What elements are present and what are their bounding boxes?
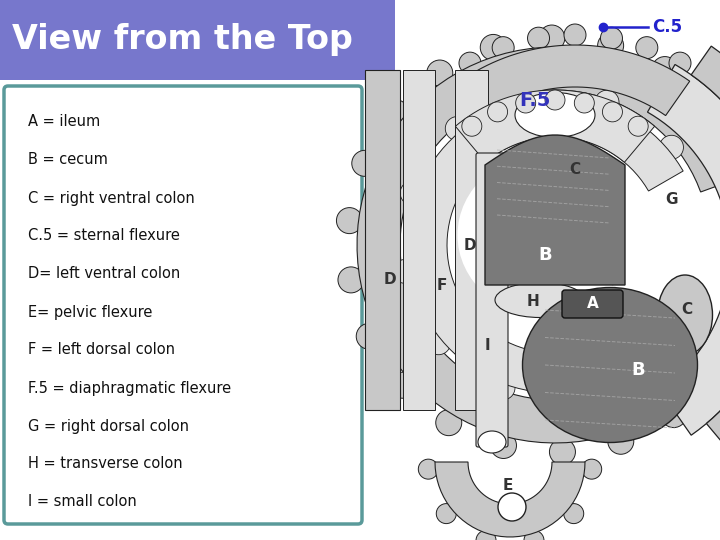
Circle shape bbox=[400, 181, 424, 205]
Circle shape bbox=[600, 27, 623, 49]
Circle shape bbox=[697, 95, 720, 121]
Circle shape bbox=[660, 136, 683, 159]
FancyBboxPatch shape bbox=[476, 153, 508, 447]
Text: C: C bbox=[570, 163, 580, 178]
Text: H = transverse colon: H = transverse colon bbox=[28, 456, 183, 471]
Circle shape bbox=[356, 323, 382, 349]
Text: I = small colon: I = small colon bbox=[28, 495, 137, 510]
Polygon shape bbox=[403, 70, 435, 410]
Ellipse shape bbox=[495, 282, 585, 318]
Text: D= left ventral colon: D= left ventral colon bbox=[28, 267, 180, 281]
Circle shape bbox=[570, 383, 593, 407]
Circle shape bbox=[390, 372, 415, 398]
Polygon shape bbox=[407, 97, 683, 393]
Text: B: B bbox=[631, 361, 645, 379]
Circle shape bbox=[549, 439, 575, 465]
Circle shape bbox=[517, 83, 541, 107]
Circle shape bbox=[459, 52, 481, 74]
Polygon shape bbox=[455, 70, 488, 410]
Circle shape bbox=[393, 259, 418, 284]
Circle shape bbox=[524, 530, 544, 540]
Ellipse shape bbox=[523, 287, 698, 442]
Circle shape bbox=[487, 102, 508, 122]
Text: F: F bbox=[437, 278, 447, 293]
Circle shape bbox=[436, 410, 462, 436]
Circle shape bbox=[445, 117, 469, 140]
FancyBboxPatch shape bbox=[4, 86, 362, 524]
Circle shape bbox=[418, 459, 438, 479]
Circle shape bbox=[352, 150, 378, 177]
Circle shape bbox=[661, 402, 687, 428]
Polygon shape bbox=[435, 462, 585, 537]
Circle shape bbox=[575, 93, 594, 113]
Circle shape bbox=[492, 37, 514, 59]
Circle shape bbox=[490, 433, 516, 458]
Text: H: H bbox=[526, 294, 539, 309]
Circle shape bbox=[603, 102, 622, 122]
Circle shape bbox=[480, 35, 506, 60]
Text: B = cecum: B = cecum bbox=[28, 152, 108, 167]
Circle shape bbox=[336, 207, 362, 234]
Circle shape bbox=[595, 90, 619, 114]
Circle shape bbox=[628, 116, 648, 136]
Text: C.5 = sternal flexure: C.5 = sternal flexure bbox=[28, 228, 180, 244]
Circle shape bbox=[539, 25, 564, 51]
Circle shape bbox=[462, 116, 482, 136]
Ellipse shape bbox=[515, 92, 595, 138]
Circle shape bbox=[426, 330, 451, 355]
Text: A: A bbox=[587, 296, 599, 312]
Circle shape bbox=[383, 100, 409, 126]
Circle shape bbox=[598, 32, 624, 59]
Polygon shape bbox=[365, 70, 400, 410]
Text: B: B bbox=[538, 246, 552, 264]
Circle shape bbox=[516, 93, 536, 113]
Circle shape bbox=[608, 428, 634, 454]
Text: View from the Top: View from the Top bbox=[12, 24, 353, 57]
Text: C: C bbox=[681, 302, 693, 318]
Text: D: D bbox=[384, 273, 396, 287]
Text: F.5: F.5 bbox=[519, 91, 551, 110]
Circle shape bbox=[564, 504, 584, 524]
Ellipse shape bbox=[457, 150, 652, 320]
Circle shape bbox=[545, 90, 565, 110]
Text: I: I bbox=[484, 338, 490, 353]
Text: D: D bbox=[464, 238, 477, 253]
Circle shape bbox=[338, 267, 364, 293]
Text: F = left dorsal colon: F = left dorsal colon bbox=[28, 342, 175, 357]
Circle shape bbox=[528, 27, 549, 49]
Text: G = right dorsal colon: G = right dorsal colon bbox=[28, 418, 189, 434]
Text: C = right ventral colon: C = right ventral colon bbox=[28, 191, 194, 206]
Circle shape bbox=[669, 52, 691, 74]
FancyBboxPatch shape bbox=[0, 0, 395, 80]
Circle shape bbox=[491, 376, 515, 400]
Polygon shape bbox=[691, 46, 720, 450]
Polygon shape bbox=[647, 64, 720, 435]
FancyBboxPatch shape bbox=[562, 290, 623, 318]
Polygon shape bbox=[460, 45, 690, 116]
Circle shape bbox=[652, 57, 678, 83]
Text: E= pelvic flexure: E= pelvic flexure bbox=[28, 305, 153, 320]
Circle shape bbox=[636, 37, 658, 59]
Circle shape bbox=[476, 530, 496, 540]
Circle shape bbox=[564, 24, 586, 46]
Ellipse shape bbox=[657, 275, 713, 355]
Text: A = ileum: A = ileum bbox=[28, 114, 100, 130]
Text: F.5 = diaphragmatic flexure: F.5 = diaphragmatic flexure bbox=[28, 381, 231, 395]
Text: C.5: C.5 bbox=[652, 18, 682, 36]
Polygon shape bbox=[485, 135, 625, 285]
Circle shape bbox=[427, 60, 453, 86]
Circle shape bbox=[436, 504, 456, 524]
Polygon shape bbox=[357, 47, 720, 443]
Circle shape bbox=[582, 459, 602, 479]
Text: G: G bbox=[666, 192, 678, 207]
Circle shape bbox=[498, 493, 526, 521]
Text: E: E bbox=[503, 477, 513, 492]
Polygon shape bbox=[455, 90, 654, 162]
Ellipse shape bbox=[478, 431, 506, 453]
